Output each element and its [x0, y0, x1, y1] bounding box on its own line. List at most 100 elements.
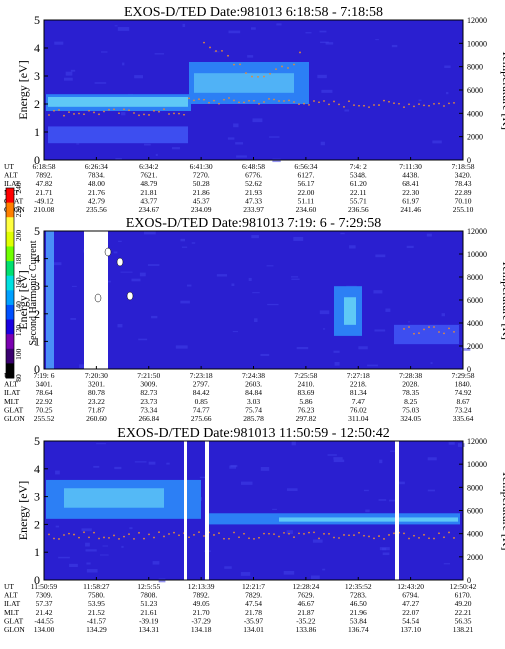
temperature-point — [328, 103, 330, 106]
texture-streak — [382, 547, 387, 551]
temperature-point — [448, 531, 450, 534]
texture-streak — [254, 318, 258, 323]
y-tick-label-left: 4 — [34, 41, 40, 55]
texture-streak — [86, 562, 91, 565]
low-band — [48, 126, 188, 144]
y-axis-label-right: Temperature [K] — [500, 260, 505, 340]
texture-streak — [191, 242, 196, 244]
orbit-value: 21.96 — [350, 608, 367, 617]
temperature-point — [248, 99, 250, 102]
colorbar-tick-label: 140 — [14, 301, 23, 313]
texture-streak — [55, 525, 60, 528]
temperature-point — [103, 536, 105, 539]
orbit-value: 73.24 — [455, 405, 472, 414]
texture-streak — [375, 39, 379, 41]
orbit-value: 45.37 — [193, 196, 210, 205]
temperature-point — [143, 113, 145, 116]
texture-streak — [143, 231, 156, 235]
data-gap — [184, 441, 187, 580]
temperature-point — [443, 105, 445, 107]
y-axis-label-left: Energy [eV] — [16, 481, 30, 540]
temperature-point — [48, 114, 50, 116]
panel-title: EXOS-D/TED Date:981013 6:18:58 - 7:18:58 — [124, 5, 383, 20]
texture-streak — [224, 566, 232, 569]
orbit-value: 2028. — [402, 380, 419, 389]
temperature-point — [133, 537, 135, 540]
y-tick-label-right: 0 — [467, 156, 471, 165]
temperature-point — [413, 332, 415, 335]
temperature-point — [227, 54, 229, 57]
orbit-value: 7580. — [88, 591, 105, 600]
orbit-value: 255.10 — [453, 205, 474, 214]
temperature-point — [388, 100, 390, 103]
temperature-point — [213, 99, 215, 102]
temperature-point — [448, 102, 450, 105]
texture-streak — [106, 280, 111, 283]
orbit-value: 324.05 — [400, 414, 421, 423]
temperature-point — [238, 536, 240, 539]
orbit-value: 210.08 — [34, 205, 55, 214]
temperature-point — [383, 99, 385, 102]
temperature-point — [178, 534, 180, 537]
colorbar-segment — [6, 217, 14, 233]
texture-streak — [181, 246, 188, 248]
temperature-point — [283, 531, 285, 534]
y-tick-label-left: 1 — [34, 125, 40, 139]
texture-streak — [317, 74, 327, 79]
texture-streak — [166, 462, 170, 465]
temperature-point — [418, 537, 420, 539]
y-tick-label-right: 8000 — [467, 63, 483, 72]
temperature-point — [239, 63, 241, 66]
texture-streak — [131, 278, 141, 282]
y-tick-label-right: 6000 — [467, 86, 483, 95]
temperature-point — [93, 531, 95, 534]
temperature-point — [233, 63, 235, 66]
texture-streak — [260, 353, 270, 356]
colorbar-segment — [6, 304, 14, 321]
temperature-point — [203, 41, 205, 44]
temperature-point — [138, 114, 140, 117]
orbit-value: 5.86 — [299, 397, 312, 406]
texture-streak — [385, 308, 391, 312]
data-artifact — [94, 293, 102, 303]
y-tick-label-right: 2000 — [467, 133, 483, 142]
texture-streak — [121, 112, 126, 116]
orbit-value: 81.34 — [350, 388, 367, 397]
temperature-point — [168, 533, 170, 535]
orbit-value: 22.00 — [297, 188, 314, 197]
orbit-row-label: GLON — [4, 414, 25, 423]
orbit-value: 7:11:30 — [399, 162, 422, 171]
orbit-value: 7621. — [140, 171, 157, 180]
orbit-value: 48.00 — [88, 179, 105, 188]
orbit-value: 71.87 — [88, 405, 105, 414]
y-tick-label-left: 2 — [34, 97, 40, 111]
temperature-point — [228, 537, 230, 540]
orbit-value: 1840. — [455, 380, 472, 389]
temperature-point — [53, 537, 55, 540]
temperature-point — [133, 112, 135, 114]
temperature-point — [433, 326, 435, 328]
texture-streak — [389, 499, 398, 502]
temperature-point — [78, 112, 80, 115]
temperature-point — [113, 534, 115, 537]
temperature-point — [223, 98, 225, 101]
temperature-point — [93, 111, 95, 114]
texture-streak — [365, 509, 370, 513]
orbit-value: 134.31 — [138, 625, 159, 634]
orbit-value: 80.78 — [88, 388, 105, 397]
temperature-point — [293, 63, 295, 66]
orbit-value: 7:28:38 — [399, 371, 422, 380]
temperature-point — [203, 535, 205, 537]
texture-streak — [85, 542, 90, 547]
orbit-value: 260.60 — [86, 414, 107, 423]
y-tick-label-left: 2 — [34, 307, 40, 321]
temperature-point — [257, 76, 259, 78]
low-band — [394, 324, 459, 345]
texture-streak — [134, 75, 144, 79]
texture-streak — [250, 27, 256, 30]
temperature-point — [388, 534, 390, 536]
orbit-value: 84.42 — [193, 388, 210, 397]
orbit-value: 7829. — [245, 591, 262, 600]
orbit-value: 12:50:42 — [450, 582, 477, 591]
texture-streak — [321, 89, 333, 93]
